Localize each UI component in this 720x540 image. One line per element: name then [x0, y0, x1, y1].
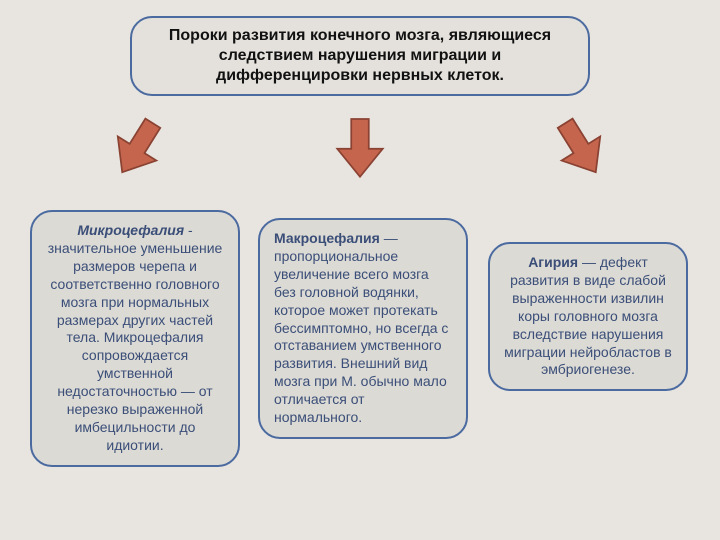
title-text: Пороки развития конечного мозга, являющи… [169, 27, 551, 84]
card-term: Микроцефалия [77, 222, 184, 238]
card-sep: — [380, 230, 398, 246]
title-box: Пороки развития конечного мозга, являющи… [130, 16, 590, 96]
card-microcephaly: Микроцефалия - значительное уменьшение р… [30, 210, 240, 467]
card-body: дефект развития в виде слабой выраженнос… [504, 254, 672, 377]
card-body: пропорциональное увеличение всего мозга … [274, 248, 448, 425]
card-body: значительное уменьшение размеров черепа … [48, 240, 223, 453]
card-agyria: Агирия — дефект развития в виде слабой в… [488, 242, 688, 391]
card-sep: - [184, 222, 193, 238]
card-term: Макроцефалия [274, 230, 380, 246]
card-term: Агирия [528, 254, 578, 270]
card-macrocephaly: Макроцефалия — пропорциональное увеличен… [258, 218, 468, 439]
arrow-center-icon [320, 112, 400, 182]
card-sep: — [578, 254, 600, 270]
